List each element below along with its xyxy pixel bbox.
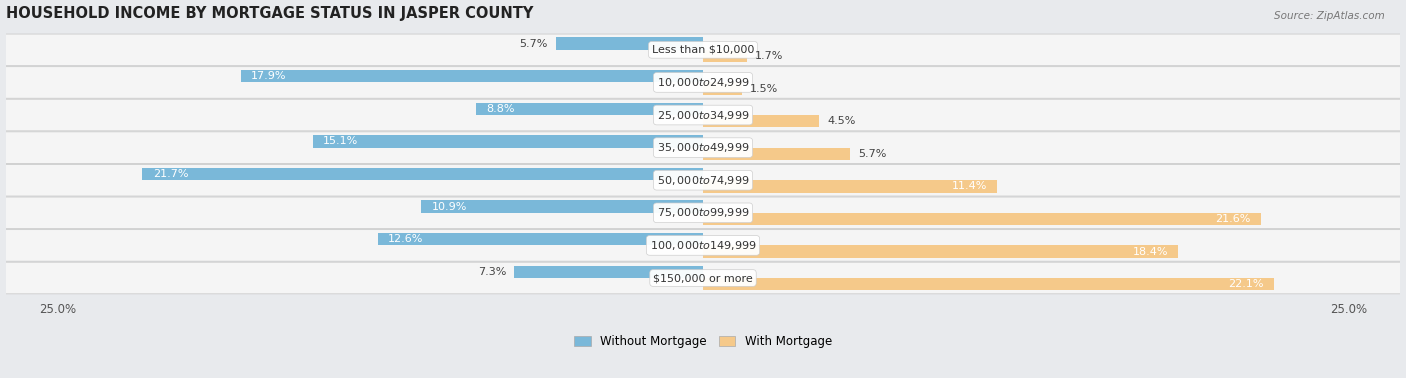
FancyBboxPatch shape — [0, 34, 1406, 66]
Text: 4.5%: 4.5% — [827, 116, 855, 126]
Text: 1.5%: 1.5% — [749, 84, 778, 94]
FancyBboxPatch shape — [0, 164, 1406, 196]
Bar — [515, 266, 703, 278]
Text: Source: ZipAtlas.com: Source: ZipAtlas.com — [1274, 11, 1385, 21]
Bar — [703, 148, 851, 160]
Bar — [703, 50, 747, 62]
Text: 17.9%: 17.9% — [250, 71, 287, 81]
FancyBboxPatch shape — [0, 67, 1406, 98]
Bar — [703, 245, 1178, 258]
Bar — [703, 180, 997, 193]
Text: $35,000 to $49,999: $35,000 to $49,999 — [657, 141, 749, 154]
Text: 1.7%: 1.7% — [755, 51, 783, 61]
Text: $75,000 to $99,999: $75,000 to $99,999 — [657, 206, 749, 219]
Bar — [240, 70, 703, 82]
FancyBboxPatch shape — [0, 229, 1406, 261]
FancyBboxPatch shape — [0, 132, 1406, 163]
Text: HOUSEHOLD INCOME BY MORTGAGE STATUS IN JASPER COUNTY: HOUSEHOLD INCOME BY MORTGAGE STATUS IN J… — [6, 6, 533, 20]
Text: 12.6%: 12.6% — [388, 234, 423, 244]
Bar — [314, 135, 703, 148]
Legend: Without Mortgage, With Mortgage: Without Mortgage, With Mortgage — [569, 330, 837, 353]
FancyBboxPatch shape — [0, 197, 1406, 229]
FancyBboxPatch shape — [0, 262, 1406, 294]
FancyBboxPatch shape — [0, 99, 1406, 131]
Text: 10.9%: 10.9% — [432, 201, 467, 212]
Bar — [475, 103, 703, 115]
Text: $50,000 to $74,999: $50,000 to $74,999 — [657, 174, 749, 187]
Text: 18.4%: 18.4% — [1132, 246, 1168, 257]
Text: 21.6%: 21.6% — [1215, 214, 1250, 224]
Text: 15.1%: 15.1% — [323, 136, 359, 146]
Bar — [703, 115, 820, 127]
Text: 22.1%: 22.1% — [1227, 279, 1264, 289]
Text: $10,000 to $24,999: $10,000 to $24,999 — [657, 76, 749, 89]
Bar — [422, 200, 703, 213]
Bar — [703, 82, 742, 95]
Text: 21.7%: 21.7% — [153, 169, 188, 179]
Bar — [555, 37, 703, 50]
Text: 5.7%: 5.7% — [858, 149, 886, 159]
Text: $25,000 to $34,999: $25,000 to $34,999 — [657, 108, 749, 122]
Bar — [378, 233, 703, 245]
Text: 8.8%: 8.8% — [486, 104, 515, 114]
Text: Less than $10,000: Less than $10,000 — [652, 45, 754, 55]
Text: $150,000 or more: $150,000 or more — [654, 273, 752, 283]
Bar — [142, 168, 703, 180]
Text: 11.4%: 11.4% — [952, 181, 987, 191]
Text: 5.7%: 5.7% — [520, 39, 548, 49]
Text: 7.3%: 7.3% — [478, 267, 506, 277]
Bar — [703, 278, 1274, 290]
Bar — [703, 213, 1261, 225]
Text: $100,000 to $149,999: $100,000 to $149,999 — [650, 239, 756, 252]
